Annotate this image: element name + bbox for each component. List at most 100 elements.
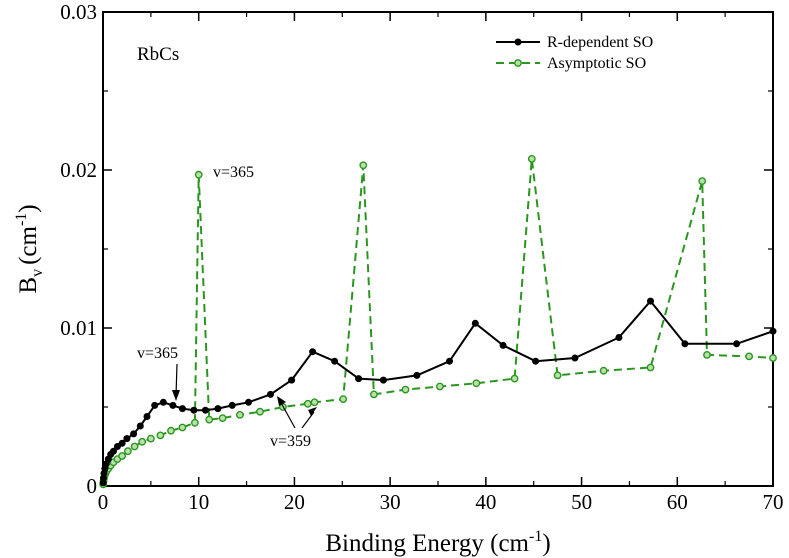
legend-marker-asymptotic	[514, 59, 522, 67]
data-point-asymptotic	[218, 414, 227, 422]
x-tick-label: 50	[571, 490, 592, 514]
data-point-r-dependent	[123, 435, 131, 443]
data-point-r-dependent	[532, 357, 540, 365]
annotation-text: v=365	[137, 345, 178, 362]
data-point-r-dependent	[647, 297, 654, 305]
data-point-asymptotic	[359, 161, 368, 170]
data-point-r-dependent	[615, 334, 623, 341]
data-point-r-dependent	[571, 354, 579, 362]
annotation-v365-black: v=365	[137, 345, 180, 401]
data-point-asymptotic	[435, 382, 444, 391]
data-point-r-dependent	[471, 319, 479, 327]
data-point-r-dependent	[159, 398, 167, 406]
data-point-r-dependent	[288, 376, 296, 384]
x-tick-label: 10	[188, 490, 209, 514]
data-point-r-dependent	[499, 341, 507, 349]
annotation-text: v=365	[213, 164, 254, 181]
y-axis-title: Bv(cm-1)	[13, 204, 46, 293]
data-point-r-dependent	[110, 447, 117, 455]
data-point-asymptotic	[178, 423, 187, 432]
y-axis-title-text: Bv(cm-1)	[13, 204, 46, 293]
data-point-r-dependent	[267, 390, 274, 398]
data-point-r-dependent	[413, 371, 421, 379]
data-point-asymptotic	[703, 350, 711, 359]
x-tick-label: 60	[667, 490, 688, 514]
annotation-arrow-1	[279, 400, 296, 429]
annotation-arrow-2	[301, 411, 315, 429]
data-point-asymptotic	[745, 352, 753, 361]
data-point-asymptotic	[527, 154, 536, 163]
data-point-r-dependent	[143, 413, 151, 420]
series-layer	[99, 154, 777, 489]
data-point-asymptotic	[130, 442, 139, 451]
legend-marker-r-dependent	[514, 38, 522, 46]
data-point-r-dependent	[309, 348, 317, 356]
data-point-r-dependent	[245, 398, 252, 406]
data-point-asymptotic	[235, 410, 244, 419]
data-point-asymptotic	[339, 395, 348, 403]
y-tick-label: 0	[87, 474, 98, 498]
x-tick-label: 30	[380, 490, 401, 514]
data-point-r-dependent	[201, 406, 209, 414]
y-tick-label: 0.03	[60, 0, 97, 24]
legend: R-dependent SO Asymptotic SO	[496, 34, 653, 72]
data-point-asymptotic	[553, 371, 562, 380]
data-point-r-dependent	[118, 439, 126, 447]
panel-label: RbCs	[137, 44, 179, 65]
data-point-asymptotic	[769, 354, 777, 362]
data-point-asymptotic	[698, 177, 707, 186]
data-point-r-dependent	[190, 406, 198, 414]
annotation-v359: v=359	[270, 396, 317, 450]
data-point-r-dependent	[733, 340, 741, 348]
data-point-asymptotic	[646, 363, 655, 372]
data-point-asymptotic	[146, 434, 155, 443]
x-tick-label: 40	[475, 490, 496, 514]
data-point-asymptotic	[256, 407, 264, 416]
data-point-r-dependent	[136, 422, 144, 430]
data-point-asymptotic	[472, 379, 481, 388]
data-point-asymptotic	[138, 437, 147, 446]
data-point-asymptotic	[156, 431, 165, 440]
annotation-v365-green: v=365	[213, 164, 254, 181]
x-tick-label: 0	[98, 490, 109, 514]
data-point-r-dependent	[331, 357, 339, 365]
data-point-r-dependent	[214, 405, 222, 413]
data-point-r-dependent	[769, 327, 777, 335]
data-point-asymptotic	[369, 390, 378, 399]
arrow-head	[308, 407, 317, 416]
data-point-r-dependent	[178, 405, 186, 413]
data-point-asymptotic	[167, 426, 175, 435]
series-line-asymptotic	[102, 157, 774, 485]
y-tick-label: 0.02	[60, 158, 97, 182]
legend-label-r-dependent: R-dependent SO	[547, 34, 653, 51]
data-point-r-dependent	[446, 357, 453, 365]
y-tick-label: 0.01	[60, 316, 97, 340]
data-point-asymptotic	[118, 452, 127, 460]
data-point-asymptotic	[599, 366, 608, 375]
data-point-asymptotic	[401, 385, 410, 394]
data-point-r-dependent	[379, 376, 387, 384]
arrow-head	[172, 390, 180, 401]
data-point-asymptotic	[303, 399, 312, 408]
series-line-r-dependent	[102, 300, 774, 483]
data-point-r-dependent	[228, 401, 236, 409]
plot-frame	[102, 11, 774, 487]
axis-ticks: 0 10 20 30 40 50 60 70 0 0.01 0.02 0.03	[60, 0, 783, 514]
data-point-asymptotic	[205, 415, 214, 424]
data-point-r-dependent	[151, 401, 159, 409]
data-point-r-dependent	[169, 401, 177, 409]
data-point-asymptotic	[194, 170, 203, 179]
legend-label-asymptotic: Asymptotic SO	[547, 55, 646, 72]
x-axis-title: Binding Energy (cm-1)	[325, 528, 550, 557]
data-point-asymptotic	[124, 447, 132, 456]
data-point-r-dependent	[355, 375, 363, 383]
data-point-r-dependent	[130, 430, 138, 438]
arrow-head	[277, 396, 286, 406]
annotation-text: v=359	[270, 433, 311, 450]
data-point-asymptotic	[510, 374, 519, 383]
x-tick-label: 20	[284, 490, 305, 514]
x-tick-label: 70	[763, 490, 784, 514]
data-point-asymptotic	[310, 398, 319, 407]
data-point-asymptotic	[190, 418, 199, 427]
